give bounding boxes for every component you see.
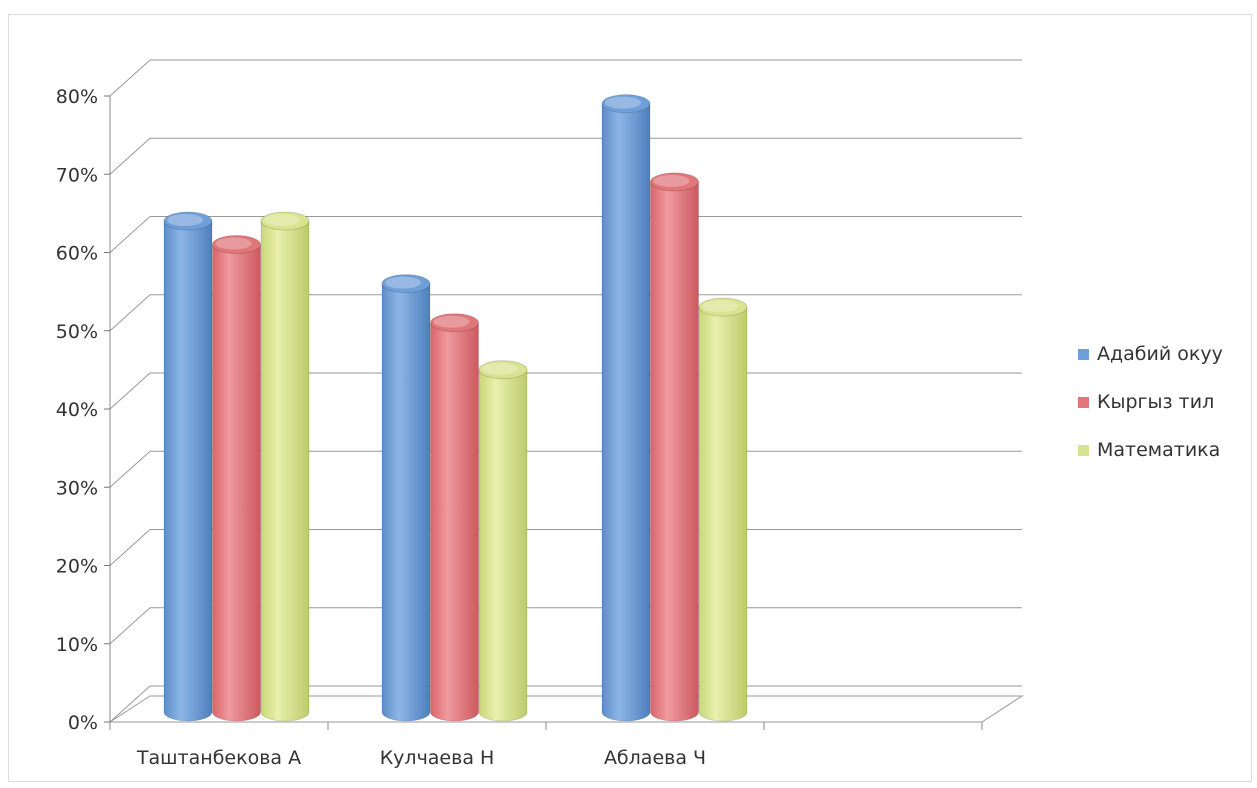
x-category-label: Кулчаева Н	[380, 747, 495, 769]
y-tick-label: 50%	[56, 321, 98, 343]
x-category-label: Таштанбекова А	[136, 747, 301, 769]
bar	[601, 94, 651, 722]
legend-label: Математика	[1097, 439, 1220, 461]
gridline-diagonal	[109, 529, 151, 566]
legend-swatch	[1078, 397, 1089, 408]
y-tick-label: 20%	[56, 556, 98, 578]
gridline-diagonal	[109, 607, 151, 645]
legend-label: Адабий окуу	[1097, 343, 1223, 365]
y-tick-label: 80%	[56, 86, 98, 108]
y-tick-label: 60%	[56, 243, 98, 265]
bar	[212, 235, 261, 722]
gridline-diagonal	[109, 685, 151, 723]
gridline-diagonal	[109, 294, 151, 332]
y-tick-label: 0%	[68, 712, 98, 734]
legend-swatch	[1078, 445, 1089, 456]
bar	[163, 211, 213, 722]
bar	[650, 172, 699, 722]
y-tick-label: 70%	[56, 164, 98, 186]
gridline-diagonal	[109, 372, 151, 410]
legend: Адабий окуу Кыргыз тил Математика	[1078, 343, 1223, 461]
gridline-diagonal	[109, 450, 151, 488]
bar	[430, 313, 479, 722]
legend-swatch	[1078, 349, 1089, 360]
y-tick-label: 10%	[56, 634, 98, 656]
gridline-diagonal	[109, 59, 151, 97]
bar	[260, 211, 310, 722]
y-axis-ticks: 0% 10% 20% 30% 40% 50% 60% 70% 80%	[56, 86, 110, 734]
legend-label: Кыргыз тил	[1097, 391, 1214, 413]
floor-outline	[109, 695, 1024, 723]
y-tick-label: 40%	[56, 399, 98, 421]
bar	[381, 274, 431, 722]
y-tick-label: 30%	[56, 477, 98, 499]
bar	[698, 297, 748, 722]
x-category-label: Аблаева Ч	[604, 747, 706, 769]
chart-frame	[8, 14, 1252, 782]
gridline-diagonal	[109, 216, 151, 253]
gridline-diagonal	[109, 137, 151, 175]
bars	[163, 94, 748, 722]
bar	[478, 360, 528, 722]
x-axis-categories: Таштанбекова А Кулчаева Н Аблаева Ч	[136, 747, 706, 769]
